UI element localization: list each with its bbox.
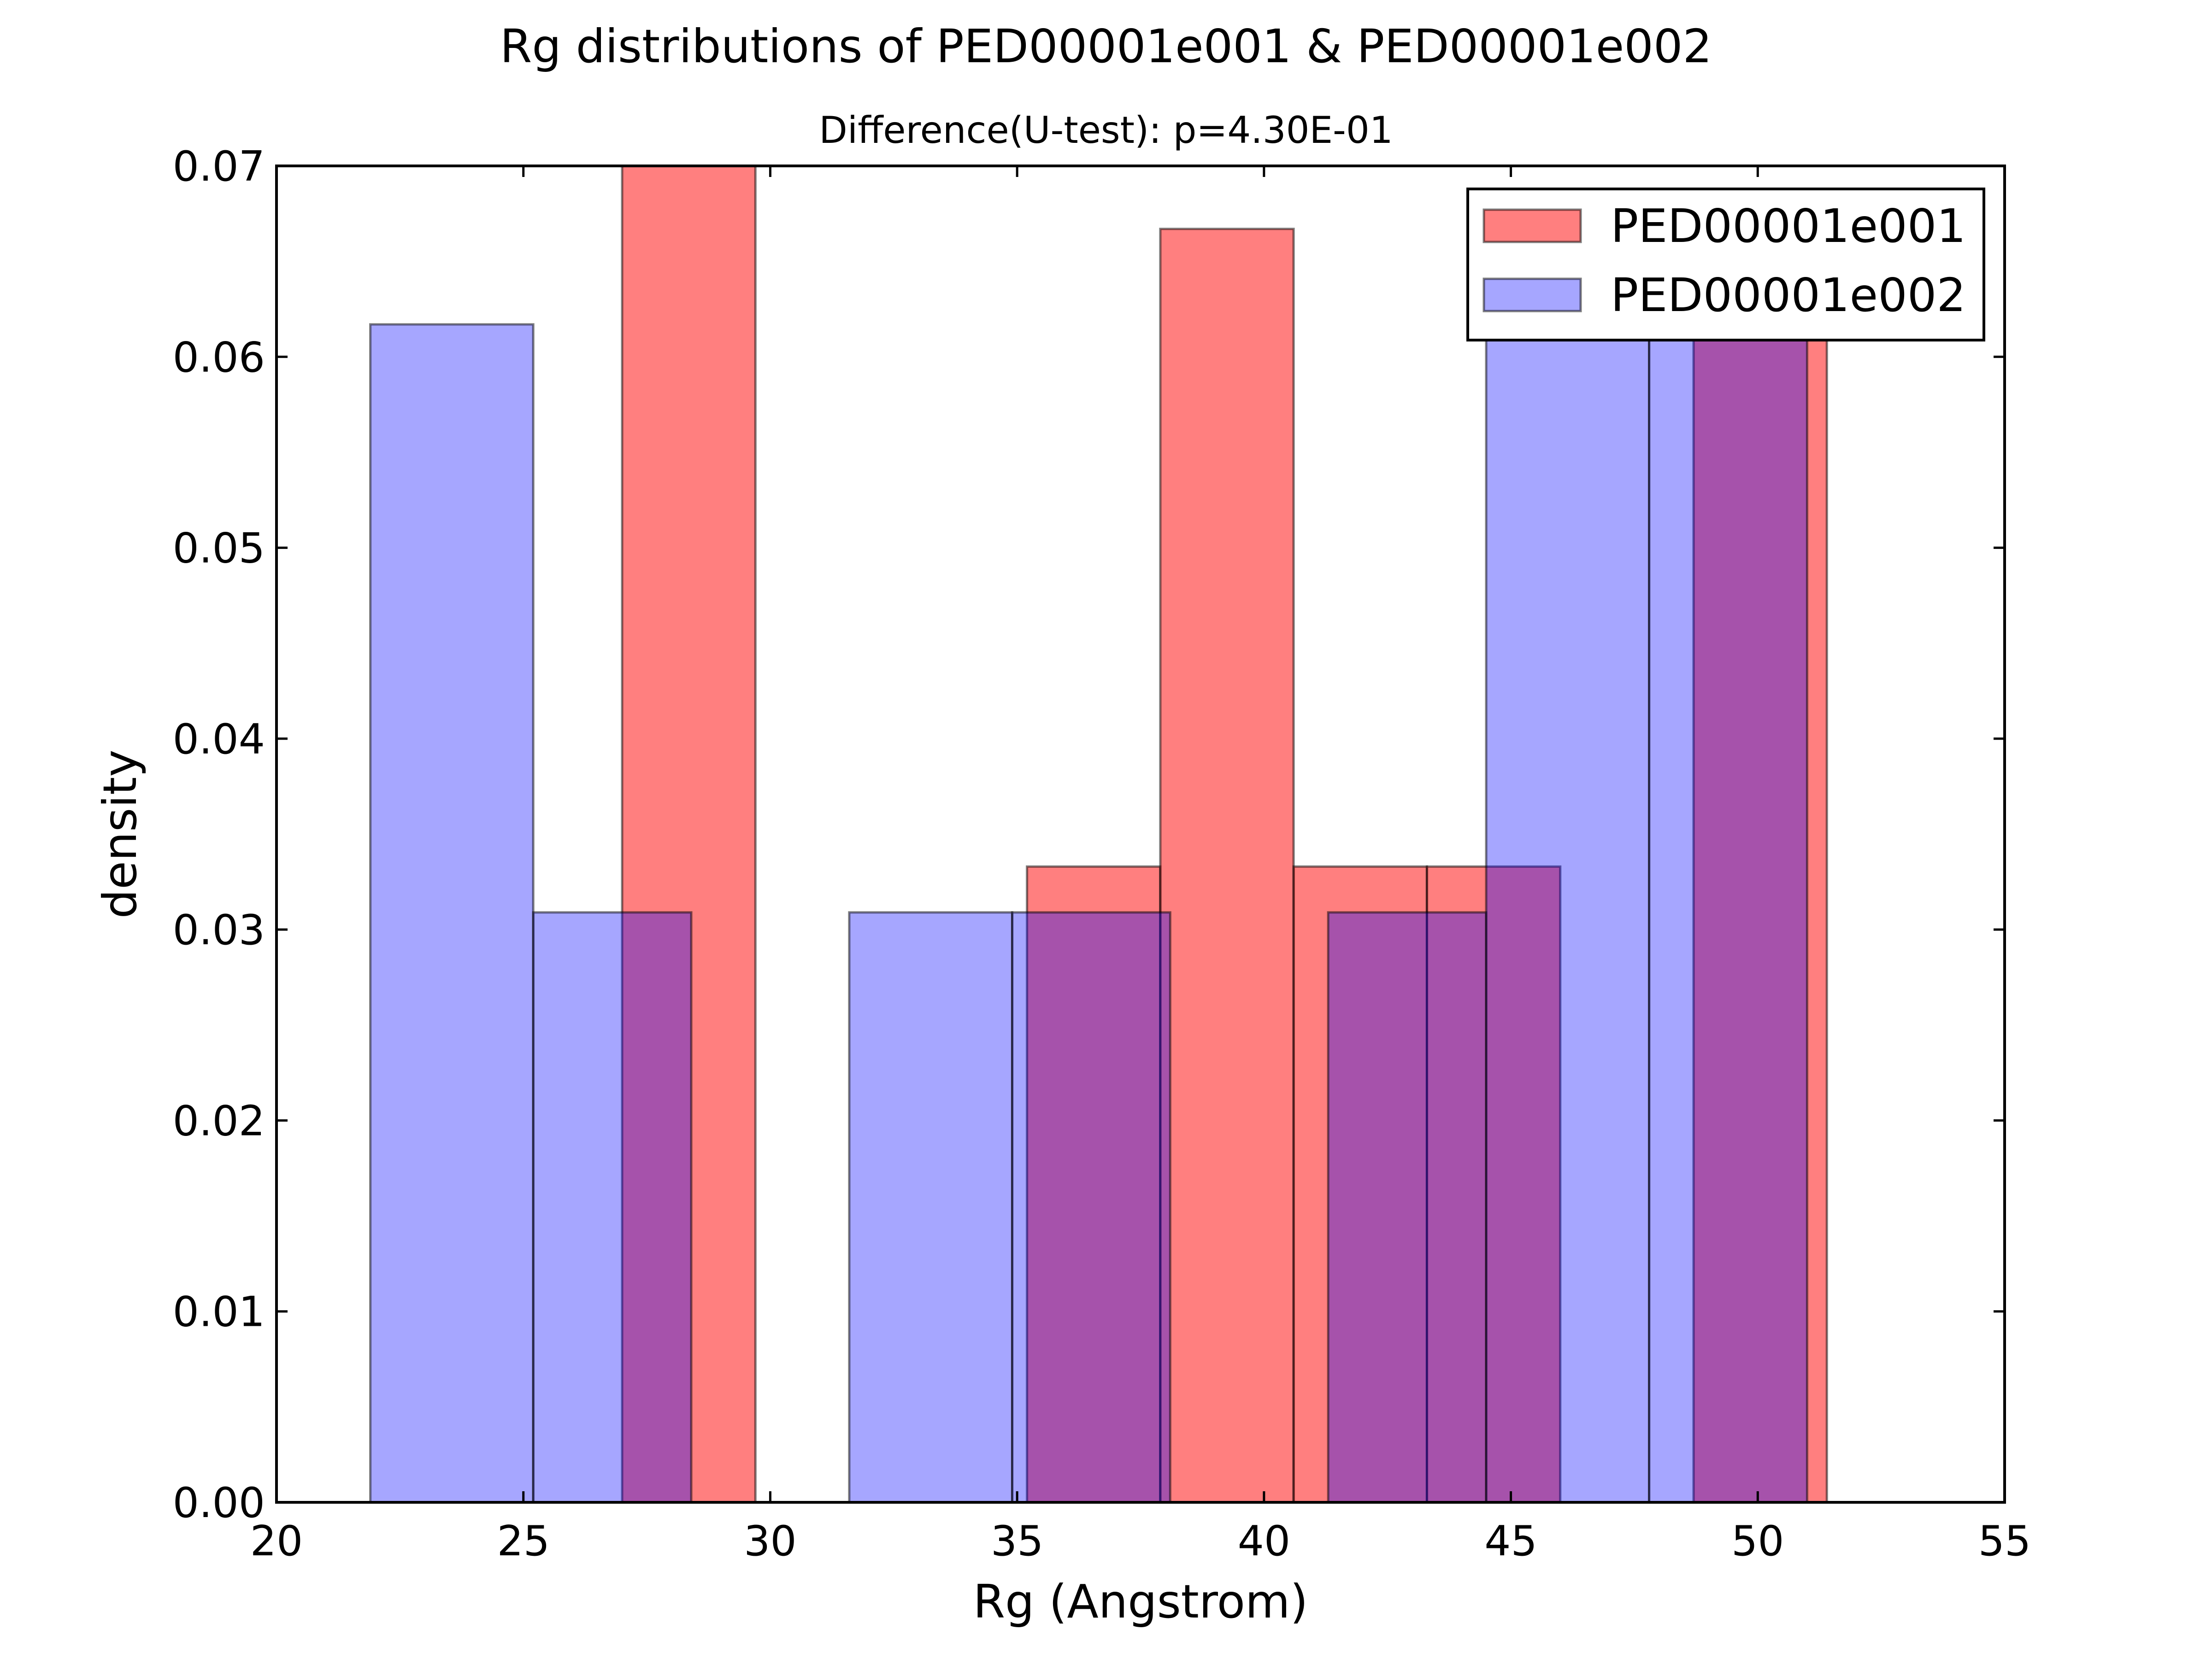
chart-subtitle: Difference(U-test): p=4.30E-01 (819, 109, 1393, 152)
x-tick-label: 55 (1978, 1517, 2031, 1565)
legend-item-2: PED00001e002 (1483, 268, 1966, 322)
y-tick-label: 0.07 (173, 142, 265, 191)
y-tick-label: 0.01 (173, 1288, 265, 1336)
bar-series-2-bin-8 (1485, 323, 1651, 1504)
series-1 (621, 165, 1828, 1504)
bars-layer (369, 165, 1828, 1504)
y-axis-label: density (93, 750, 147, 919)
x-tick-label: 35 (991, 1517, 1044, 1565)
y-tick-label: 0.04 (173, 715, 265, 764)
bar-series-2-bin-1 (369, 323, 535, 1504)
bar-series-1-bin-4 (1026, 865, 1162, 1504)
x-tick-label: 45 (1484, 1517, 1537, 1565)
legend: PED00001e001 PED00001e002 (1466, 188, 1985, 341)
y-tick-label: 0.03 (173, 906, 265, 954)
x-tick-label: 30 (744, 1517, 797, 1565)
y-tick-label: 0.05 (173, 524, 265, 573)
legend-item-1: PED00001e001 (1483, 199, 1966, 253)
y-tick-label: 0.00 (173, 1479, 265, 1527)
chart-title: Rg distributions of PED00001e001 & PED00… (500, 19, 1712, 73)
bar-series-2-bin-4 (848, 911, 1013, 1504)
legend-swatch-1 (1483, 208, 1582, 243)
x-axis-label: Rg (Angstrom) (973, 1575, 1308, 1629)
bar-series-1-bin-6 (1292, 865, 1428, 1504)
y-tick-label: 0.06 (173, 333, 265, 382)
bar-series-1-bin-5 (1159, 228, 1295, 1504)
legend-swatch-2 (1483, 277, 1582, 312)
ticks-layer: 20 25 30 35 40 45 50 55 0.00 0.01 0.02 0.03 0.04 0.05… (173, 142, 2031, 1565)
bar-series-2-bin-5 (1011, 911, 1171, 1504)
legend-label-1: PED00001e001 (1611, 199, 1966, 253)
x-tick-label: 20 (250, 1517, 303, 1565)
y-tick-label: 0.02 (173, 1097, 265, 1145)
x-tick-label: 40 (1238, 1517, 1291, 1565)
bar-series-2-bin-2 (532, 911, 693, 1504)
bar-series-2-bin-7 (1327, 911, 1488, 1504)
legend-label-2: PED00001e002 (1611, 268, 1966, 322)
plot-frame (275, 165, 2006, 1504)
x-tick-label: 50 (1731, 1517, 1784, 1565)
x-tick-label: 25 (497, 1517, 550, 1565)
series-2 (369, 323, 1808, 1504)
bar-series-1-bin-1 (621, 165, 757, 1504)
bar-series-2-bin-9 (1648, 323, 1808, 1504)
